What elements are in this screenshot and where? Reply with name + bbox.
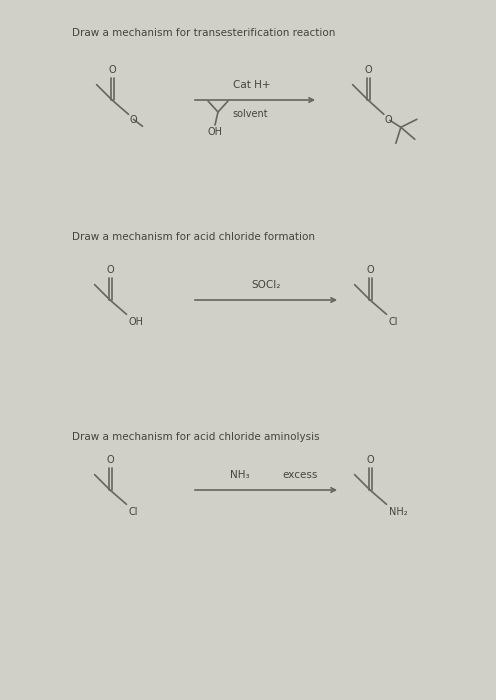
Text: OH: OH: [128, 317, 143, 328]
Text: OH: OH: [207, 127, 223, 137]
Text: O: O: [366, 265, 374, 275]
Text: O: O: [385, 116, 392, 125]
Text: NH₂: NH₂: [388, 508, 407, 517]
Text: O: O: [108, 65, 116, 75]
Text: O: O: [364, 65, 372, 75]
Text: Cl: Cl: [128, 508, 138, 517]
Text: Cl: Cl: [388, 317, 398, 328]
Text: solvent: solvent: [232, 109, 268, 119]
Text: O: O: [129, 116, 137, 125]
Text: O: O: [366, 455, 374, 465]
Text: excess: excess: [282, 470, 317, 480]
Text: Draw a mechanism for acid chloride aminolysis: Draw a mechanism for acid chloride amino…: [72, 432, 319, 442]
Text: Cat H+: Cat H+: [233, 80, 271, 90]
Text: NH₃: NH₃: [230, 470, 250, 480]
Text: SOCl₂: SOCl₂: [251, 280, 281, 290]
Text: Draw a mechanism for transesterification reaction: Draw a mechanism for transesterification…: [72, 28, 335, 38]
Text: O: O: [106, 455, 114, 465]
Text: Draw a mechanism for acid chloride formation: Draw a mechanism for acid chloride forma…: [72, 232, 315, 242]
Text: O: O: [106, 265, 114, 275]
